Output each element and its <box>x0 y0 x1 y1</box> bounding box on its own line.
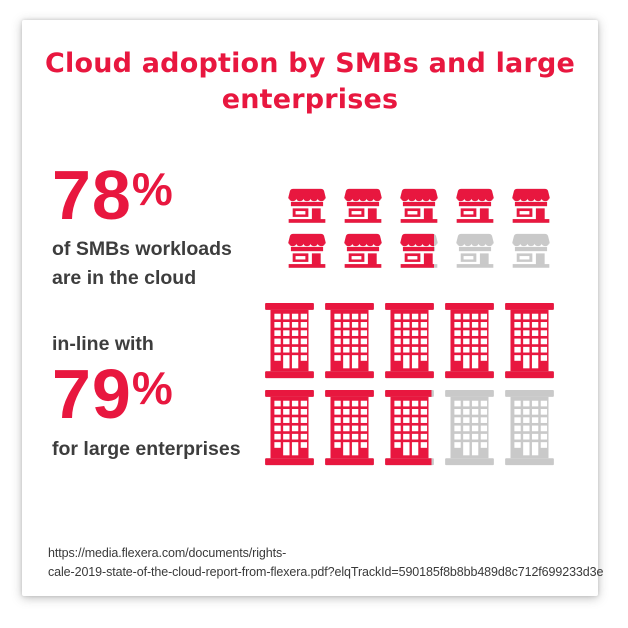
office-building-icon <box>442 303 497 381</box>
infographic-card: Cloud adoption by SMBs and large enterpr… <box>22 20 604 596</box>
source-url-line-2: cale-2019-state-of-the-cloud-report-from… <box>48 564 604 579</box>
storefront-icon <box>450 187 500 223</box>
smb-percentage-value: 78 <box>52 156 132 234</box>
smb-caption: of SMBs workloads are in the cloud <box>52 235 232 292</box>
storefront-icon <box>282 232 332 268</box>
storefront-icon <box>394 232 444 268</box>
office-building-icon <box>442 390 497 468</box>
enterprise-intro: in-line with <box>52 333 154 355</box>
smb-pictograph <box>282 187 556 268</box>
office-building-icon <box>322 303 377 381</box>
storefront-icon <box>338 232 388 268</box>
office-building-icon <box>502 390 557 468</box>
office-building-icon <box>382 390 437 468</box>
smb-percentage: 78% <box>52 159 232 231</box>
storefront-icon <box>506 187 556 223</box>
storefront-icon <box>338 187 388 223</box>
storefront-icon <box>394 187 444 223</box>
office-building-icon <box>262 303 317 381</box>
enterprise-percentage: 79% <box>52 359 241 430</box>
enterprise-stat-block: in-line with 79% for large enterprises <box>52 332 241 463</box>
enterprise-caption: for large enterprises <box>52 437 241 460</box>
office-building-icon <box>502 303 557 381</box>
page-title: Cloud adoption by SMBs and large enterpr… <box>32 46 588 117</box>
smb-stat-block: 78% of SMBs workloads are in the cloud <box>52 159 232 292</box>
enterprise-pictograph <box>262 303 557 468</box>
enterprise-percentage-value: 79 <box>52 355 132 434</box>
smb-caption-line-2: are in the cloud <box>52 266 197 289</box>
title-line-1: Cloud adoption by SMBs and large <box>44 48 575 79</box>
office-building-icon <box>322 390 377 468</box>
storefront-icon <box>506 232 556 268</box>
smb-percent-sign: % <box>131 163 173 215</box>
storefront-icon <box>282 187 332 223</box>
title-line-2: enterprises <box>221 83 399 115</box>
office-building-icon <box>262 390 317 468</box>
office-building-icon <box>382 303 437 381</box>
smb-caption-line-1: of SMBs workloads <box>52 238 232 261</box>
source-url: https://media.flexera.com/documents/righ… <box>48 544 604 582</box>
source-url-line-1: https://media.flexera.com/documents/righ… <box>48 546 287 560</box>
enterprise-percent-sign: % <box>131 362 173 415</box>
storefront-icon <box>450 232 500 268</box>
